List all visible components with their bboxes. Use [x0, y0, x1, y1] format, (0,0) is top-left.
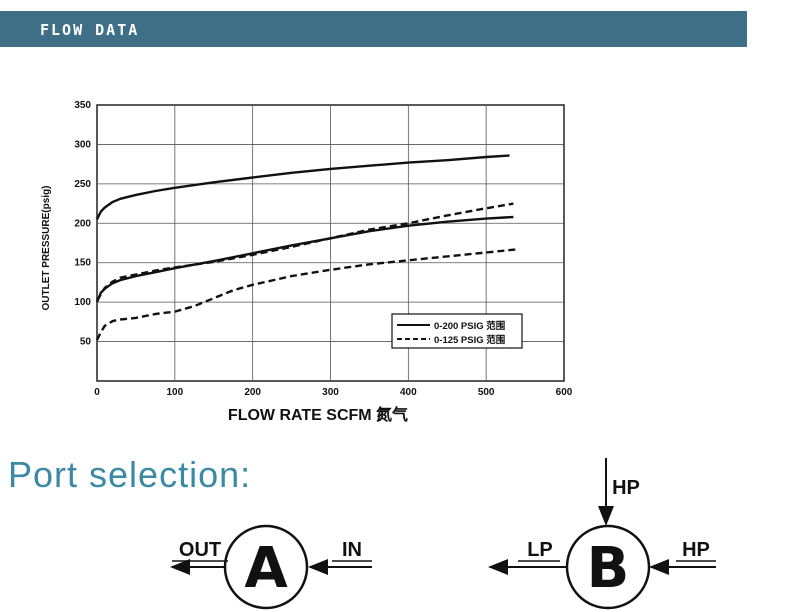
port-b-diagram: B HP LP HP: [488, 458, 716, 610]
x-tick-label: 400: [400, 387, 417, 398]
port-a-in-label: IN: [342, 539, 362, 561]
port-a-letter: A: [244, 536, 288, 601]
series-lines: [95, 154, 518, 341]
series-line-1: [95, 154, 510, 220]
port-diagrams: A OUT IN B HP LP HP: [170, 458, 716, 610]
port-selection-title: Port selection:: [8, 454, 252, 495]
section-title: FLOW DATA: [40, 21, 140, 39]
y-tick-label: 200: [74, 218, 91, 229]
port-b-letter: B: [587, 536, 630, 601]
port-b-hp-right-label: HP: [682, 539, 710, 561]
y-tick-label: 100: [74, 297, 91, 308]
x-axis-label: FLOW RATE SCFM 氮气: [228, 405, 408, 424]
chart-legend: 0-200 PSIG 范围 0-125 PSIG 范围: [391, 313, 523, 349]
y-axis-label: OUTLET PRESSURE(psig): [41, 185, 52, 310]
y-tick-label: 300: [74, 139, 91, 150]
x-tick-label: 500: [478, 387, 495, 398]
y-tick-label: 350: [74, 100, 91, 111]
legend-label: 0-200 PSIG 范围: [434, 320, 505, 332]
flow-chart: 0 100 200 300 400 500 60050100150200250300350 …: [41, 100, 573, 424]
series-line-3: [95, 202, 514, 302]
x-tick-label: 0: [94, 387, 100, 398]
y-tick-label: 250: [74, 179, 91, 190]
header-banner: FLOW DATA: [0, 11, 747, 47]
port-a-out-label: OUT: [179, 539, 221, 561]
legend-box: [391, 313, 523, 349]
x-tick-label: 600: [556, 387, 573, 398]
x-tick-label: 200: [244, 387, 261, 398]
series-line-2: [95, 215, 514, 303]
y-tick-label: 50: [80, 337, 92, 348]
legend-label: 0-125 PSIG 范围: [434, 334, 505, 346]
x-tick-label: 300: [322, 387, 339, 398]
port-b-lp-label: LP: [527, 539, 553, 561]
series-line-4: [95, 248, 518, 341]
port-a-diagram: A OUT IN: [170, 524, 372, 610]
tick-labels: 0 100 200 300 400 500 600 50 100 150 200 250 300 350: [74, 100, 572, 398]
y-tick-label: 150: [74, 258, 91, 269]
x-tick-label: 100: [166, 387, 183, 398]
port-b-hp-top-label: HP: [612, 477, 640, 499]
